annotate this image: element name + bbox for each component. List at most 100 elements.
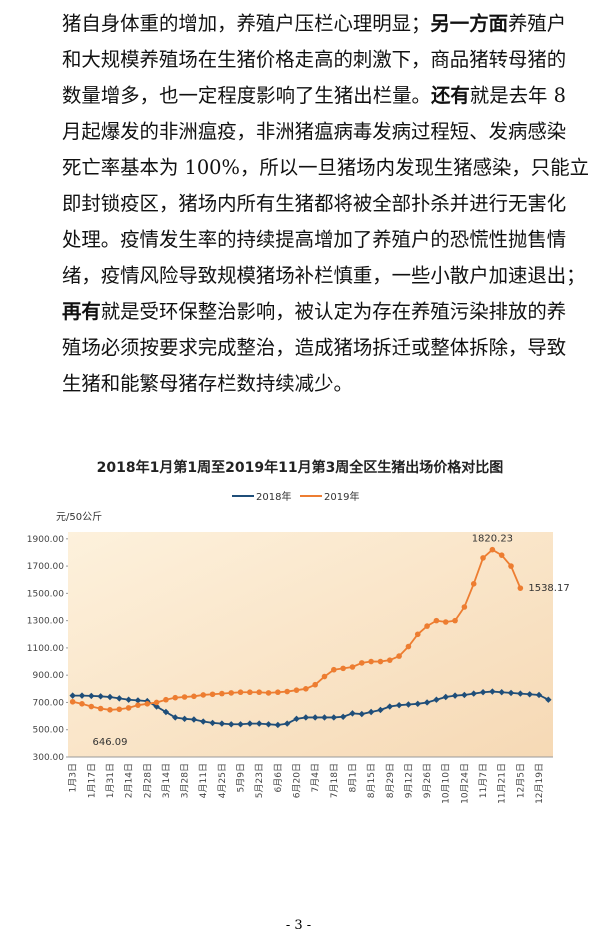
point (545, 696, 552, 703)
text: 绪，疫情风险导致规模猪场补栏慎重，一些小散户加速退出； (62, 264, 586, 287)
point (106, 693, 114, 701)
point (433, 617, 440, 624)
text: 就是去年 8 (469, 84, 566, 107)
text: 生猪和能繁母猪存栏数持续减少。 (62, 372, 353, 395)
plot-area (68, 532, 553, 757)
point (69, 692, 76, 699)
point (163, 696, 169, 703)
point (358, 660, 365, 666)
x-tick-label: 1月31日 (105, 763, 116, 798)
point (162, 708, 170, 716)
point (88, 703, 95, 710)
x-tick-label: 7月18日 (329, 763, 340, 798)
paragraph: 猪自身体重的增加，养殖户压栏心理明显；另一方面养殖户 和大规模养殖场在生猪价格走高… (62, 6, 589, 402)
point (69, 698, 76, 705)
x-tick-label: 5月23日 (254, 763, 265, 798)
point (442, 693, 449, 701)
text-line: 绪，疫情风险导致规模猪场补栏慎重，一些小散户加速退出； (62, 258, 586, 294)
point (470, 581, 477, 587)
x-tick-label: 9月12日 (403, 763, 414, 798)
point (386, 657, 393, 663)
text-line: 生猪和能繁母猪存栏数持续减少。 (62, 366, 566, 402)
point (135, 702, 141, 708)
point (526, 691, 533, 698)
point (331, 666, 337, 673)
point (116, 706, 123, 713)
x-tick-label: 10月24日 (459, 763, 470, 804)
x-tick-label: 9月26日 (422, 763, 433, 798)
x-tick-label: 4月11日 (198, 763, 209, 798)
point (209, 691, 216, 698)
point (284, 688, 290, 695)
text: 处理。疫情发生率的持续提高增加了养殖户的恐慌性抛售情 (62, 228, 567, 251)
x-tick-label: 12月5日 (515, 763, 526, 798)
point (218, 720, 226, 727)
point (125, 696, 132, 703)
point (172, 694, 179, 701)
bold-text: 另一方面 (430, 12, 508, 35)
point (228, 721, 235, 728)
x-tick-label: 6月20日 (292, 763, 303, 798)
point (219, 690, 225, 697)
y-tick-label: 500.00 (33, 726, 65, 736)
text-line: 即封锁疫区，猪场内所有生猪都将被全部扑杀并进行无害化 (62, 186, 566, 222)
point (134, 697, 142, 704)
y-tick-label: 300.00 (33, 753, 65, 763)
y-tick-label: 1900.00 (27, 535, 64, 545)
legend-label: 2019年 (324, 490, 359, 503)
x-tick-label: 10月10日 (441, 763, 452, 804)
point (517, 585, 524, 591)
point (303, 686, 309, 692)
point (349, 664, 356, 670)
text: 和大规模养殖场在生猪价格走高的刺激下，商品猪转母猪的 (62, 48, 567, 71)
x-tick-label: 11月21日 (497, 763, 508, 804)
y-axis-label: 元/50公斤 (56, 511, 102, 523)
point (228, 690, 235, 696)
point (480, 555, 486, 561)
point (181, 694, 188, 700)
point (433, 696, 440, 703)
text: 数量增多，也一定程度影响了生猪出栏量。 (62, 84, 431, 107)
y-tick-label: 1300.00 (27, 617, 64, 627)
x-tick-label: 11月7日 (478, 763, 489, 798)
bold-text: 还有 (430, 84, 470, 107)
point (200, 692, 207, 698)
point (312, 681, 318, 688)
point (265, 690, 272, 696)
x-tick-label: 12月19日 (534, 763, 545, 804)
point (153, 699, 160, 706)
text-line: 死亡率基本为 100%，所以一旦猪场内发现生猪感染，只能立 (62, 150, 589, 186)
text-line: 殖场必须按要求完成整治，造成猪场拆迁或整体拆除，导致 (62, 330, 566, 366)
text-line: 数量增多，也一定程度影响了生猪出栏量。还有就是去年 8 (62, 78, 566, 114)
point (321, 673, 328, 680)
point (209, 719, 216, 727)
legend-label: 2018年 (256, 490, 291, 503)
x-tick-label: 1月3日 (68, 763, 79, 792)
point (424, 623, 430, 629)
x-tick-label: 5月9日 (236, 763, 247, 792)
text: 月起爆发的非洲瘟疫，非洲猪瘟病毒发病过程短、发病感染 (62, 120, 567, 143)
text: 殖场必须按要求完成整治，造成猪场拆迁或整体拆除，导致 (62, 336, 567, 359)
text: 就是受环保整治影响，被认定为存在养殖污染排放的养 (100, 300, 567, 323)
x-tick-label: 3月14日 (161, 763, 172, 798)
point (78, 692, 86, 699)
y-tick-label: 1500.00 (27, 589, 64, 599)
text-line: 处理。疫情发生率的持续提高增加了养殖户的恐慌性抛售情 (62, 222, 566, 258)
point (368, 658, 374, 665)
y-tick-label: 1100.00 (27, 644, 64, 654)
point (517, 690, 524, 697)
point (340, 665, 346, 672)
x-tick-label: 8月1日 (347, 763, 358, 792)
point (265, 721, 272, 728)
text-line: 月起爆发的非洲瘟疫，非洲猪瘟病毒发病过程短、发病感染 (62, 114, 566, 150)
point (452, 617, 458, 624)
point (508, 563, 514, 569)
text-line: 再有就是受环保整治影响，被认定为存在养殖污染排放的养 (62, 294, 566, 330)
text-line: 和大规模养殖场在生猪价格走高的刺激下，商品猪转母猪的 (62, 42, 566, 78)
x-tick-label: 6月6日 (273, 763, 284, 792)
x-tick-label: 2月28日 (142, 763, 153, 798)
text: 即封锁疫区，猪场内所有生猪都将被全部扑杀并进行无害化 (62, 192, 567, 215)
point (293, 687, 300, 693)
text: 猪自身体重的增加，养殖户压栏心理明显； (62, 12, 431, 35)
y-tick-label: 900.00 (33, 671, 65, 681)
